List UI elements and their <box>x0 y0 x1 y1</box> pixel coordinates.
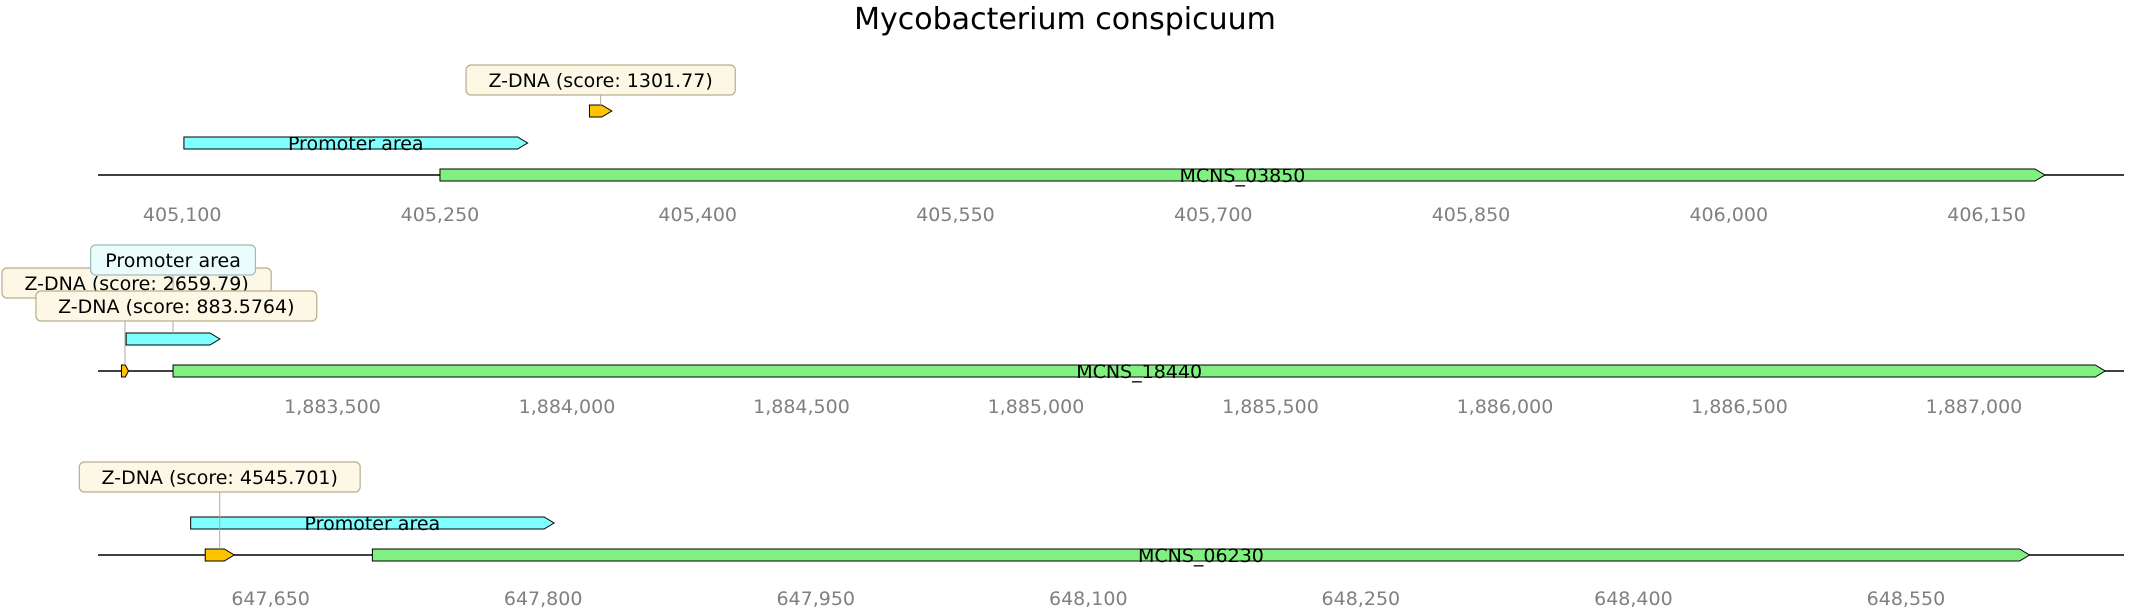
axis-tick-label: 405,550 <box>916 204 995 226</box>
axis-tick-label: 405,850 <box>1432 204 1511 226</box>
figure-title: Mycobacterium conspicuum <box>854 2 1276 37</box>
feature-label: MCNS_03850 <box>1180 165 1306 187</box>
gene-feature <box>172 364 2107 378</box>
gene-feature <box>371 548 2031 562</box>
feature-label: MCNS_06230 <box>1138 545 1264 567</box>
callout-label: Promoter area <box>105 250 241 272</box>
axis-tick-label: 405,250 <box>401 204 480 226</box>
axis-tick-label: 405,700 <box>1174 204 1253 226</box>
track-3: 647,650 647,800 647,950 648,100 648,250 648,4… <box>78 461 2124 608</box>
promoter-feature <box>190 516 556 530</box>
track-2: 1,883,500 1,884,000 1,884,500 1,885,000 1,88… <box>1 244 2124 418</box>
callout-label: Z-DNA (score: 1301.77) <box>488 70 712 92</box>
axis-tick-label: 647,950 <box>776 588 855 608</box>
zdna-feature <box>588 104 613 118</box>
axis-tick-label: 1,886,500 <box>1691 396 1788 418</box>
callout-box <box>90 244 257 276</box>
axis-tick-label: 406,000 <box>1689 204 1768 226</box>
axis-tick-label: 647,650 <box>231 588 310 608</box>
callout-label: Z-DNA (score: 883.5764) <box>58 296 294 318</box>
axis-tick-label: 1,887,000 <box>1926 396 2023 418</box>
axis-tick-label: 1,885,000 <box>988 396 1085 418</box>
promoter-feature <box>183 136 529 150</box>
zdna-feature <box>120 364 130 378</box>
axis-tick-label: 405,400 <box>658 204 737 226</box>
callout-label: Z-DNA (score: 2659.79) <box>24 273 248 295</box>
axis-tick-label: 1,884,500 <box>753 396 850 418</box>
axis-tick-label: 1,884,000 <box>519 396 616 418</box>
axis-tick-label: 647,800 <box>504 588 583 608</box>
callout-label: Z-DNA (score: 4545.701) <box>102 467 338 489</box>
axis-tick-label: 648,250 <box>1322 588 1401 608</box>
callout-box <box>465 64 736 96</box>
axis-tick-label: 1,885,500 <box>1222 396 1319 418</box>
track-1: 405,100 405,250 405,400 405,550 405,700 405,8… <box>98 64 2124 226</box>
axis-tick-label: 1,886,000 <box>1457 396 1554 418</box>
axis-tick-label: 405,100 <box>143 204 222 226</box>
callout-box <box>35 290 318 322</box>
zdna-feature <box>204 548 236 562</box>
feature-label: Promoter area <box>288 133 424 155</box>
axis-tick-label: 648,550 <box>1867 588 1946 608</box>
gene-feature <box>439 168 2046 182</box>
axis-tick-label: 648,400 <box>1594 588 1673 608</box>
axis-tick-label: 1,883,500 <box>284 396 381 418</box>
feature-label: MCNS_18440 <box>1076 361 1202 383</box>
axis-tick-label: 406,150 <box>1947 204 2026 226</box>
axis-tick-label: 648,100 <box>1049 588 1128 608</box>
feature-label: Promoter area <box>305 513 441 535</box>
promoter-feature <box>125 332 221 346</box>
callout-box <box>78 461 361 493</box>
